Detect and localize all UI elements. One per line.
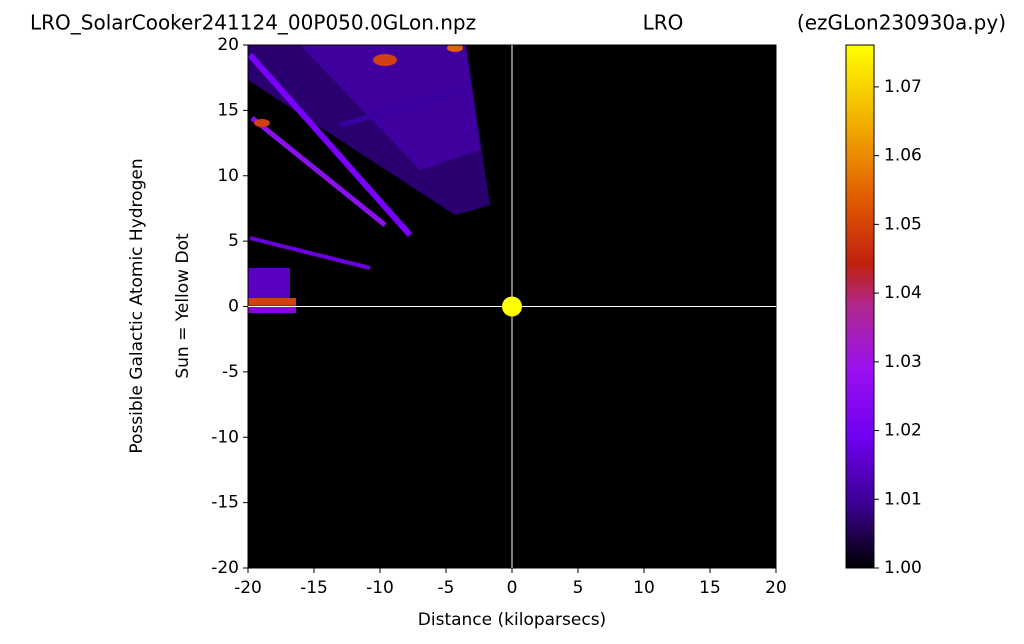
- y-tick-label: -15: [211, 493, 239, 513]
- title-left: LRO_SolarCooker241124_00P050.0GLon.npz: [30, 11, 476, 35]
- heat-streak: [250, 116, 387, 227]
- heat-streak: [339, 85, 471, 128]
- x-axis-label: Distance (kiloparsecs): [418, 610, 606, 630]
- y-tick-label: -20: [211, 558, 239, 578]
- y-tick-label: -10: [211, 427, 239, 447]
- x-tick-label: 15: [699, 578, 721, 598]
- y-tick-label: 0: [228, 297, 239, 317]
- colorbar-tick-label: 1.02: [884, 421, 922, 441]
- title-right: (ezGLon230930a.py): [797, 11, 1006, 35]
- colorbar-tick-label: 1.04: [884, 283, 922, 303]
- heat-streak: [249, 236, 371, 270]
- colorbar-tick-label: 1.00: [884, 558, 922, 578]
- sun-dot: [502, 296, 522, 317]
- colorbar-tick-label: 1.03: [884, 352, 922, 372]
- x-tick-label: 10: [633, 578, 655, 598]
- heat-block: [248, 298, 296, 305]
- y-tick-label: -5: [222, 362, 239, 382]
- x-tick-label: -20: [234, 578, 262, 598]
- heatmap-texture: [248, 45, 490, 313]
- colorbar-tick-label: 1.01: [884, 489, 922, 509]
- heat-spot: [373, 54, 397, 66]
- colorbar-tick-label: 1.06: [884, 146, 922, 166]
- x-tick-label: 20: [765, 578, 787, 598]
- y-axis-label: Sun = Yellow Dot: [173, 233, 193, 379]
- y-tick-label: 15: [217, 100, 239, 120]
- x-tick-label: 0: [507, 578, 518, 598]
- x-tick-label: -15: [300, 578, 328, 598]
- y-tick-label: 10: [217, 166, 239, 186]
- heat-region: [300, 45, 480, 170]
- colorbar: [845, 44, 875, 569]
- heat-spot: [447, 45, 463, 52]
- y-tick-label: 5: [228, 231, 239, 251]
- title-center: LRO: [643, 11, 684, 35]
- y-tick-label: 20: [217, 35, 239, 55]
- y-axis-label: Possible Galactic Atomic Hydrogen: [127, 158, 147, 453]
- x-tick-label: -10: [366, 578, 394, 598]
- x-tick-label: -5: [438, 578, 455, 598]
- heat-block: [248, 305, 296, 313]
- x-tick-label: 5: [573, 578, 584, 598]
- heat-block: [248, 268, 290, 300]
- heat-spot: [254, 119, 270, 127]
- colorbar-tick-label: 1.05: [884, 214, 922, 234]
- colorbar-tick-label: 1.07: [884, 77, 922, 97]
- heat-streak: [248, 53, 413, 237]
